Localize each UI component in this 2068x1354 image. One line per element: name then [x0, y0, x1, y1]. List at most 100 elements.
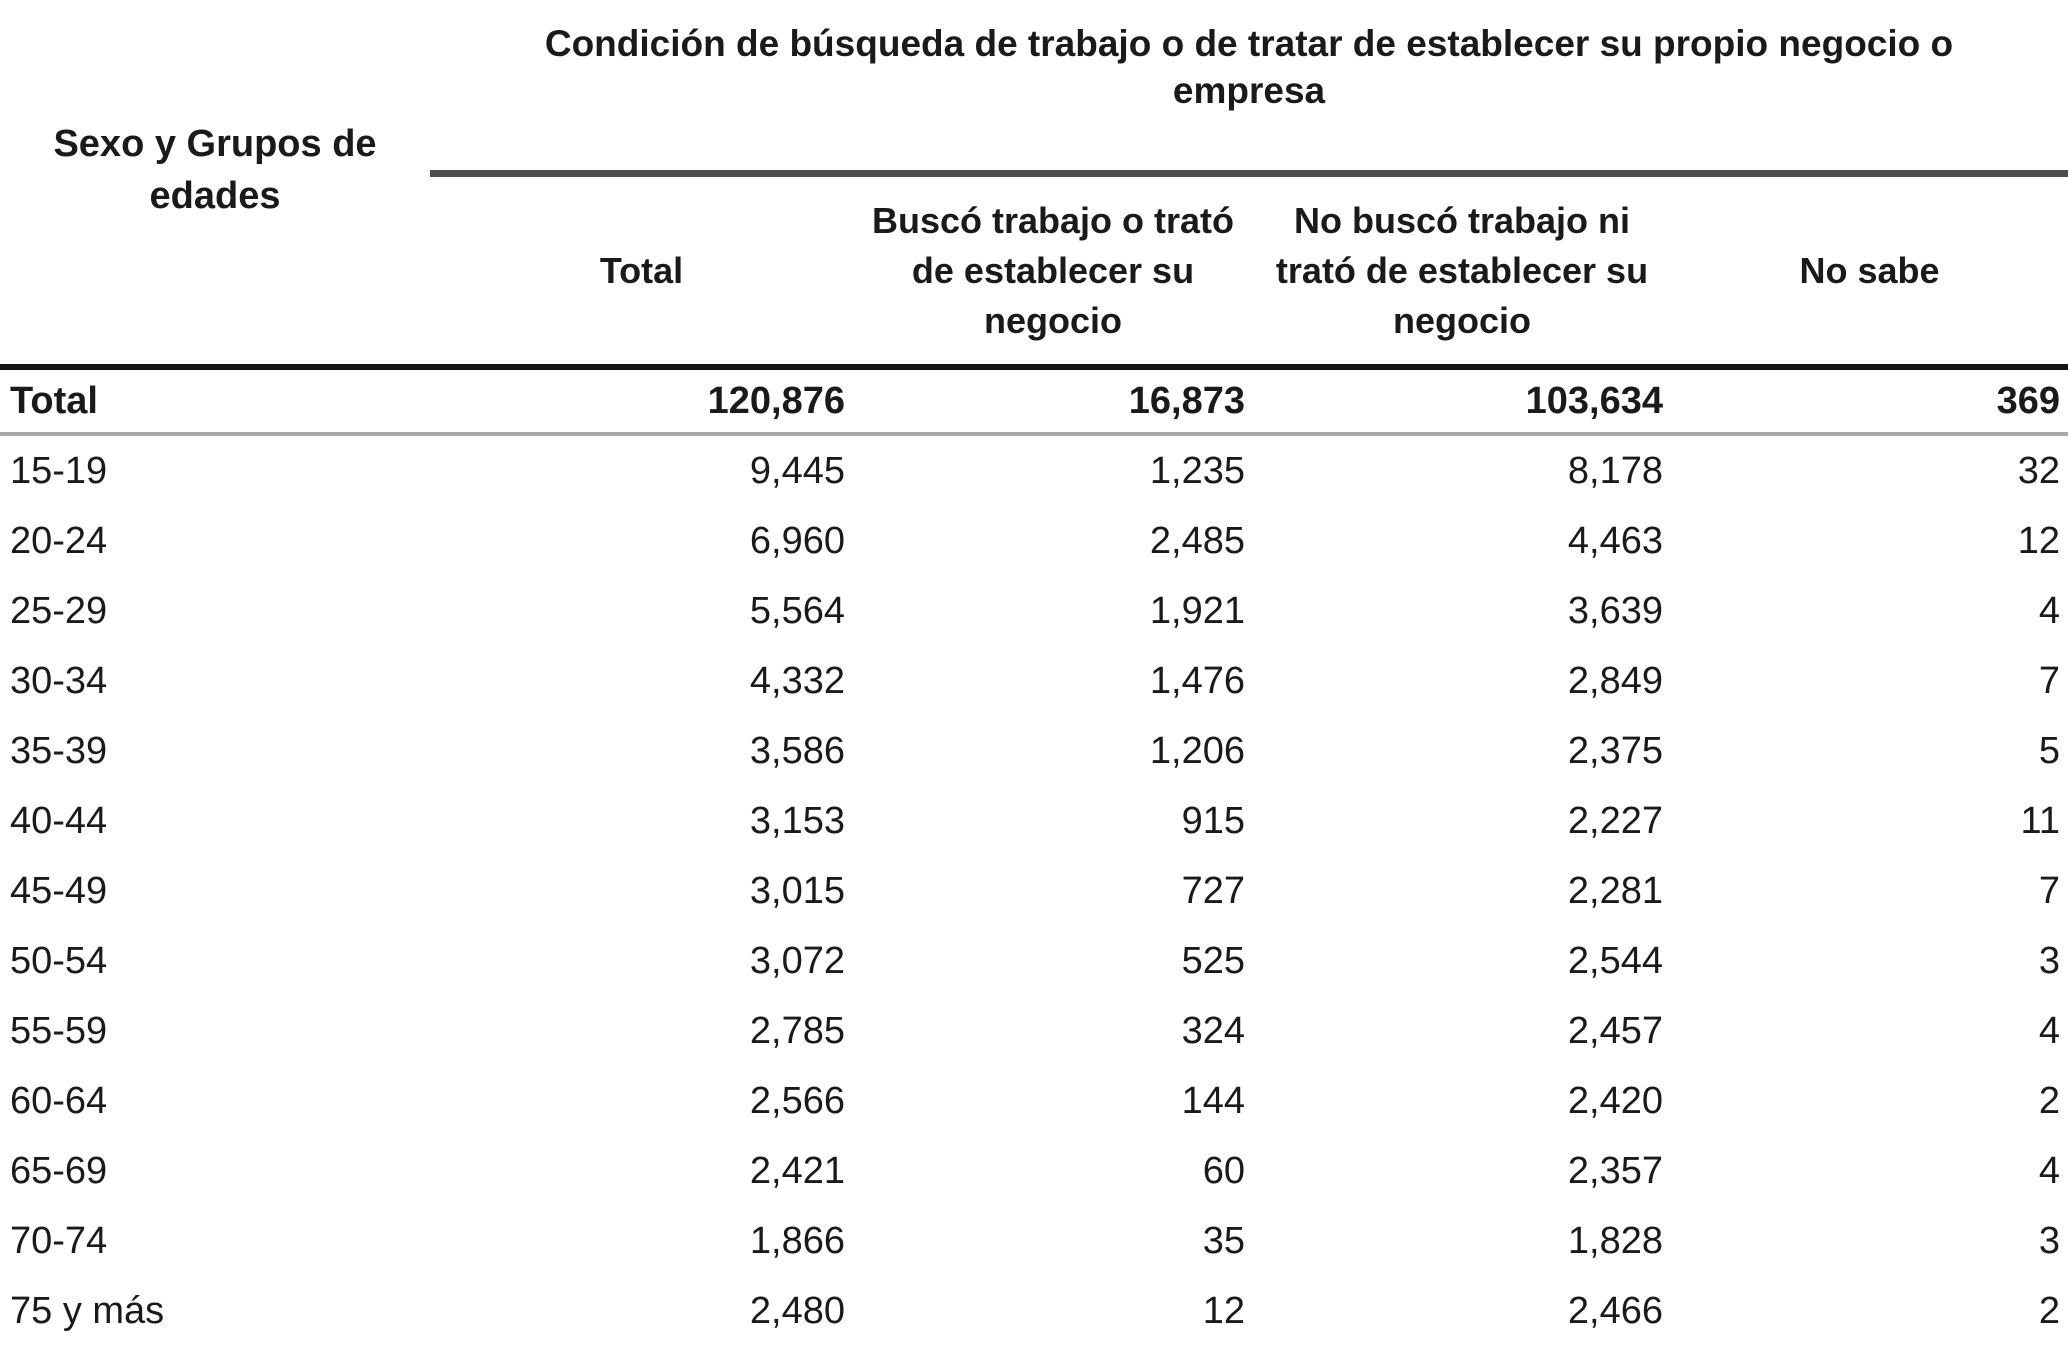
- cell-no-sabe: 11: [2020, 799, 2060, 842]
- cell-total: 2,421: [749, 1149, 845, 1192]
- cell-no-sabe: 32: [2017, 449, 2060, 492]
- cell-no-busco: 2,849: [1567, 659, 1663, 702]
- row-label: 40-44: [10, 799, 108, 842]
- cell-no-sabe: 5: [2038, 729, 2060, 772]
- table-row: 70-74 1,866 35 1,828 3: [0, 1206, 2068, 1276]
- cell-no-sabe: 369: [1996, 379, 2060, 422]
- cell-no-busco: 4,463: [1567, 519, 1663, 562]
- cell-no-sabe: 2: [2038, 1289, 2060, 1332]
- table-row: 55-59 2,785 324 2,457 4: [0, 996, 2068, 1066]
- cell-busco: 2,485: [1149, 519, 1245, 562]
- table-row: 50-54 3,072 525 2,544 3: [0, 926, 2068, 996]
- group-header-rule: [430, 170, 2068, 177]
- column-header-no-busco: No buscó trabajo ni trató de establecer …: [1253, 196, 1671, 346]
- row-label: 60-64: [10, 1079, 108, 1122]
- cell-no-busco: 3,639: [1567, 589, 1663, 632]
- table-row: 30-34 4,332 1,476 2,849 7: [0, 646, 2068, 716]
- column-header-label: No sabe: [1799, 249, 1940, 291]
- cell-no-sabe: 12: [2017, 519, 2060, 562]
- cell-busco: 16,873: [1128, 379, 1245, 422]
- cell-no-busco: 2,466: [1567, 1289, 1663, 1332]
- cell-no-sabe: 4: [2038, 1149, 2060, 1192]
- cell-total: 5,564: [749, 589, 845, 632]
- table-row: 20-24 6,960 2,485 4,463 12: [0, 506, 2068, 576]
- cell-total: 2,566: [749, 1079, 845, 1122]
- cell-total: 6,960: [749, 519, 845, 562]
- cell-no-sabe: 3: [2038, 1219, 2060, 1262]
- table-row: 45-49 3,015 727 2,281 7: [0, 856, 2068, 926]
- column-header-label: Buscó trabajo o trató de establecer su n…: [871, 199, 1235, 341]
- stub-header-label: Sexo y Grupos de edades: [53, 123, 377, 217]
- cell-total: 4,332: [749, 659, 845, 702]
- row-label: 15-19: [10, 449, 108, 492]
- cell-no-sabe: 4: [2038, 589, 2060, 632]
- cell-no-sabe: 2: [2038, 1079, 2060, 1122]
- table-row: 25-29 5,564 1,921 3,639 4: [0, 576, 2068, 646]
- cell-total: 1,866: [749, 1219, 845, 1262]
- stub-header-cell: Sexo y Grupos de edades: [0, 0, 430, 364]
- cell-no-busco: 2,544: [1567, 939, 1663, 982]
- cell-no-sabe: 3: [2038, 939, 2060, 982]
- cell-busco: 35: [1202, 1219, 1245, 1262]
- cell-no-busco: 1,828: [1567, 1219, 1663, 1262]
- cell-no-busco: 8,178: [1567, 449, 1663, 492]
- column-header-no-sabe: No sabe: [1671, 246, 2068, 296]
- row-label: 50-54: [10, 939, 108, 982]
- table-row: 15-19 9,445 1,235 8,178 32: [0, 436, 2068, 506]
- cell-no-sabe: 7: [2038, 869, 2060, 912]
- table-row: 65-69 2,421 60 2,357 4: [0, 1136, 2068, 1206]
- cell-busco: 525: [1181, 939, 1245, 982]
- column-headers-row: Total Buscó trabajo o trató de establece…: [430, 177, 2068, 364]
- table-row: 40-44 3,153 915 2,227 11: [0, 786, 2068, 856]
- cell-busco: 727: [1181, 869, 1245, 912]
- cell-no-sabe: 4: [2038, 1009, 2060, 1052]
- table-row: 60-64 2,566 144 2,420 2: [0, 1066, 2068, 1136]
- row-label: 70-74: [10, 1219, 108, 1262]
- cell-no-busco: 2,457: [1567, 1009, 1663, 1052]
- cell-no-busco: 2,281: [1567, 869, 1663, 912]
- table-row: 35-39 3,586 1,206 2,375 5: [0, 716, 2068, 786]
- column-header-total: Total: [430, 246, 853, 296]
- cell-total: 3,015: [749, 869, 845, 912]
- column-header-label: No buscó trabajo ni trató de establecer …: [1275, 199, 1649, 341]
- cell-busco: 60: [1202, 1149, 1245, 1192]
- cell-total: 2,785: [749, 1009, 845, 1052]
- cell-busco: 1,476: [1149, 659, 1245, 702]
- table-row-total: Total 120,876 16,873 103,634 369: [0, 370, 2068, 436]
- cell-no-sabe: 7: [2038, 659, 2060, 702]
- cell-no-busco: 2,420: [1567, 1079, 1663, 1122]
- cell-no-busco: 2,227: [1567, 799, 1663, 842]
- table-header: Sexo y Grupos de edades Condición de bús…: [0, 0, 2068, 364]
- cell-total: 120,876: [707, 379, 845, 422]
- cell-no-busco: 2,375: [1567, 729, 1663, 772]
- cell-total: 3,586: [749, 729, 845, 772]
- column-header-label: Total: [599, 249, 684, 291]
- cell-no-busco: 103,634: [1525, 379, 1663, 422]
- cell-total: 2,480: [749, 1289, 845, 1332]
- cell-no-busco: 2,357: [1567, 1149, 1663, 1192]
- cell-total: 3,072: [749, 939, 845, 982]
- cell-total: 9,445: [749, 449, 845, 492]
- row-label: Total: [10, 379, 98, 422]
- cell-busco: 915: [1181, 799, 1245, 842]
- cell-busco: 1,921: [1149, 589, 1245, 632]
- row-label: 20-24: [10, 519, 108, 562]
- cell-busco: 12: [1202, 1289, 1245, 1332]
- column-header-busco: Buscó trabajo o trató de establecer su n…: [853, 196, 1253, 346]
- table-body: Total 120,876 16,873 103,634 369 15-19 9…: [0, 364, 2068, 1346]
- cell-busco: 1,206: [1149, 729, 1245, 772]
- row-label: 55-59: [10, 1009, 108, 1052]
- cell-busco: 324: [1181, 1009, 1245, 1052]
- row-label: 30-34: [10, 659, 108, 702]
- cell-busco: 144: [1181, 1079, 1245, 1122]
- row-label: 35-39: [10, 729, 108, 772]
- group-header-label: Condición de búsqueda de trabajo o de tr…: [544, 23, 1954, 111]
- cell-total: 3,153: [749, 799, 845, 842]
- cell-busco: 1,235: [1149, 449, 1245, 492]
- row-label: 45-49: [10, 869, 108, 912]
- row-label: 75 y más: [10, 1289, 165, 1332]
- column-group: Condición de búsqueda de trabajo o de tr…: [430, 0, 2068, 364]
- row-label: 25-29: [10, 589, 108, 632]
- table-row: 75 y más 2,480 12 2,466 2: [0, 1276, 2068, 1346]
